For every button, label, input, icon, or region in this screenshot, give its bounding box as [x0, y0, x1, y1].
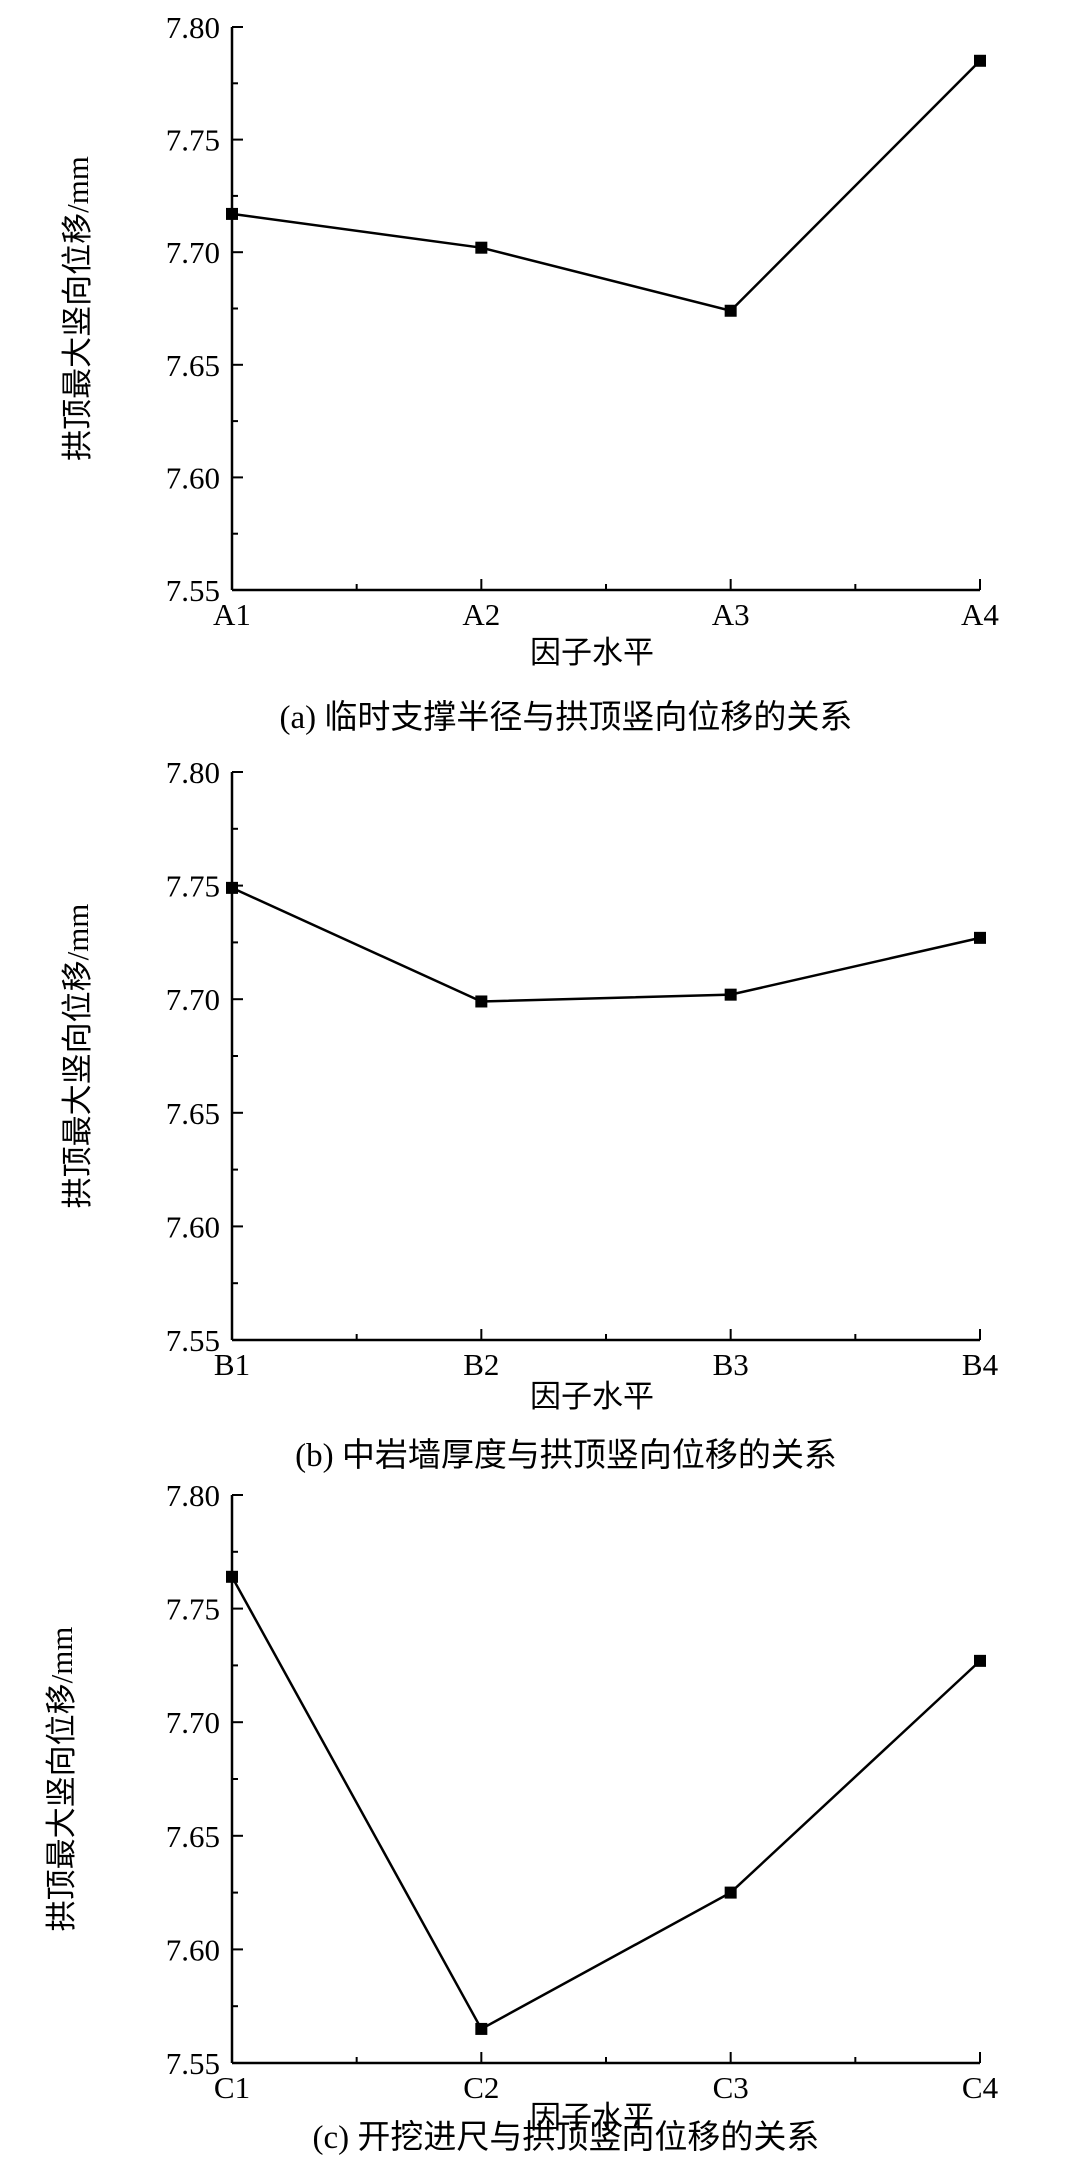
y-tick-label: 7.75	[166, 1592, 220, 1627]
y-tick-label: 7.80	[166, 1478, 220, 1513]
chart-caption: (c) 开挖进尺与拱顶竖向位移的关系	[313, 2119, 820, 2156]
series-line	[231, 59, 981, 313]
series-line	[230, 1576, 981, 2031]
data-point-c4	[974, 1654, 986, 1667]
data-point-b2	[475, 995, 488, 1008]
chart-panel-3: 7.55 7.60 7.65 7.70 7.75 7.80 C1 C2 C3 C4 因子水平 拱顶最大…	[44, 1478, 999, 2156]
y-tick-label: 7.60	[166, 460, 220, 495]
y-tick-label: 7.55	[166, 573, 220, 608]
x-tick-label: A2	[462, 597, 500, 632]
y-tick-label: 7.75	[166, 869, 220, 904]
data-point-b4	[974, 931, 986, 944]
x-tick-label: C3	[713, 2070, 749, 2105]
data-point-c3	[724, 1886, 737, 1899]
x-tick-label: B3	[713, 1347, 749, 1382]
x-tick-label: B2	[463, 1347, 499, 1382]
x-tick-label: A3	[712, 597, 750, 632]
y-tick-label: 7.70	[166, 235, 220, 270]
y-tick-label: 7.60	[166, 1209, 220, 1244]
y-tick-label: 7.60	[166, 1932, 220, 1967]
data-point-b3	[724, 988, 737, 1001]
chart-caption: (a) 临时支撑半径与拱顶竖向位移的关系	[280, 699, 853, 736]
y-tick-label: 7.55	[166, 1323, 220, 1358]
x-axis-title: 因子水平	[530, 635, 654, 670]
y-tick-label: 7.70	[166, 982, 220, 1017]
data-point-b1	[226, 881, 238, 894]
y-axis-title: 拱顶最大竖向位移/mm	[60, 156, 95, 461]
series-line	[231, 886, 981, 1003]
chart-panel-1: 7.55 7.60 7.65 7.70 7.75 7.80 A1 A2 A3 A4 因子水平 拱顶最大…	[60, 10, 999, 736]
y-tick-label: 7.55	[166, 2046, 220, 2081]
chart-panel-2: 7.55 7.60 7.65 7.70 7.75 7.80 B1 B2 B3 B4 因子水平 拱顶最大…	[60, 755, 999, 1474]
y-tick-label: 7.70	[166, 1705, 220, 1740]
data-point-a1	[226, 207, 238, 220]
y-tick-label: 7.65	[166, 1096, 220, 1131]
data-point-c2	[475, 2022, 488, 2035]
x-tick-label: B4	[962, 1347, 999, 1382]
data-point-c1	[226, 1570, 238, 1583]
y-axis-title: 拱顶最大竖向位移/mm	[60, 904, 95, 1209]
x-axis-title: 因子水平	[530, 2100, 654, 2135]
x-tick-label: C4	[962, 2070, 999, 2105]
x-tick-label: C1	[214, 2070, 250, 2105]
data-point-a2	[475, 241, 488, 254]
y-tick-label: 7.80	[166, 755, 220, 790]
x-tick-label: B1	[214, 1347, 250, 1382]
x-tick-label: C2	[463, 2070, 499, 2105]
chart-caption: (b) 中岩墙厚度与拱顶竖向位移的关系	[295, 1437, 837, 1474]
y-tick-label: 7.65	[166, 1819, 220, 1854]
x-axis-title: 因子水平	[530, 1379, 654, 1414]
data-point-a3	[724, 304, 737, 317]
y-axis-title: 拱顶最大竖向位移/mm	[44, 1627, 79, 1932]
y-tick-label: 7.75	[166, 123, 220, 158]
data-point-a4	[974, 54, 986, 67]
y-tick-label: 7.80	[166, 10, 220, 45]
x-tick-label: A4	[961, 597, 999, 632]
x-tick-label: A1	[213, 597, 251, 632]
y-tick-label: 7.65	[166, 348, 220, 383]
